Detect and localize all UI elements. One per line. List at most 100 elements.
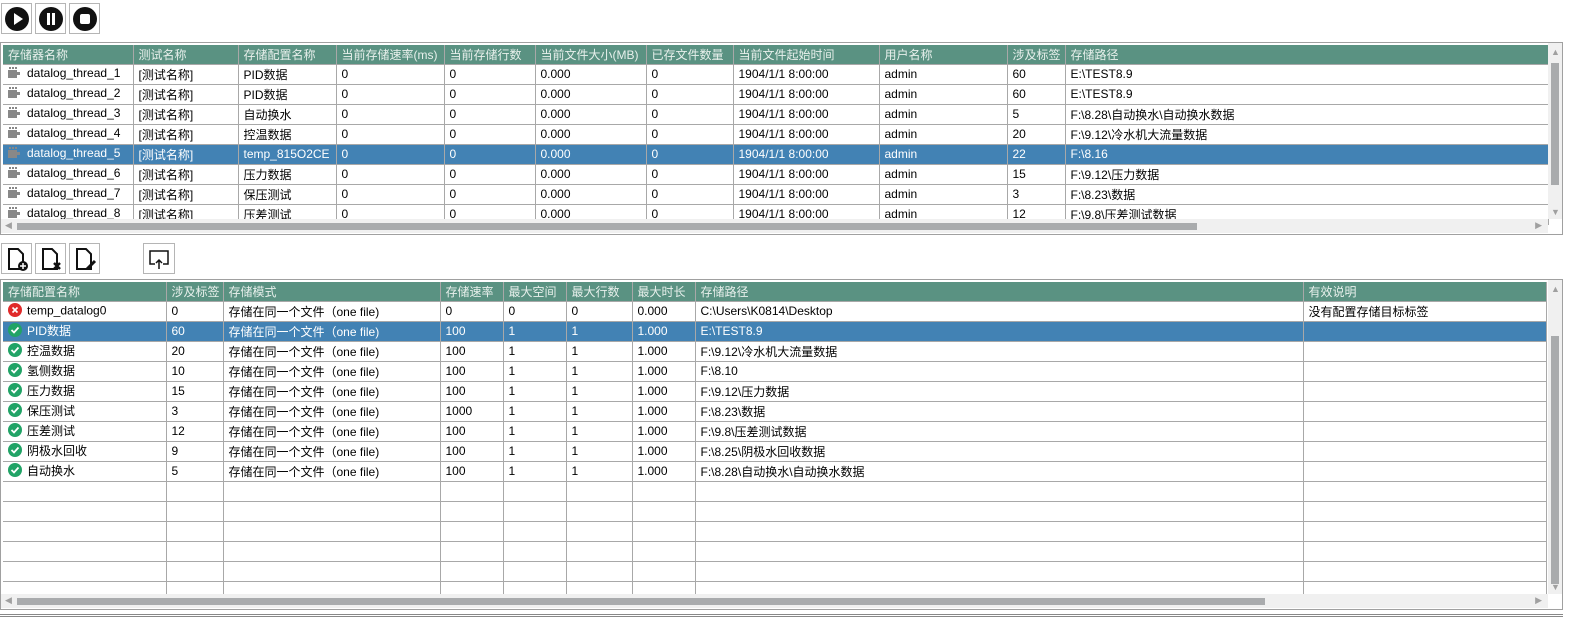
table-cell[interactable]: 20	[166, 341, 224, 362]
table-cell[interactable]: 5	[1007, 104, 1066, 125]
table-cell[interactable]: 15	[166, 381, 224, 402]
table-cell[interactable]: 0	[336, 124, 445, 145]
table-cell[interactable]: 3	[1007, 184, 1066, 205]
table-cell[interactable]: 压力数据	[238, 164, 337, 185]
table-cell[interactable]: 0	[444, 104, 536, 125]
table-cell[interactable]: PID数据	[238, 64, 337, 85]
column-header[interactable]: 用户名称	[879, 45, 1008, 65]
table-cell[interactable]: 1904/1/1 8:00:00	[733, 84, 880, 105]
table-cell[interactable]: 1.000	[632, 441, 696, 462]
table-cell[interactable]: 保压测试	[3, 401, 167, 422]
table-cell[interactable]: datalog_thread_7	[3, 184, 134, 205]
table-cell[interactable]: 0	[646, 104, 734, 125]
table-cell[interactable]: [测试名称]	[133, 84, 239, 105]
table-cell[interactable]: 存储在同一个文件（one file)	[223, 461, 441, 482]
table-cell[interactable]: 0	[503, 301, 567, 322]
table-cell[interactable]: [测试名称]	[133, 104, 239, 125]
table-cell[interactable]: F:\9.8\压差测试数据	[695, 421, 1304, 442]
table-cell[interactable]	[1303, 321, 1547, 342]
table-cell[interactable]: 1	[503, 321, 567, 342]
column-header[interactable]: 存储路径	[695, 282, 1304, 302]
table-cell[interactable]: 1.000	[632, 401, 696, 422]
table-cell[interactable]: 0.000	[535, 164, 647, 185]
table-cell[interactable]: 22	[1007, 144, 1066, 165]
table-cell[interactable]: 控温数据	[238, 124, 337, 145]
table-cell[interactable]: 0	[336, 164, 445, 185]
column-header[interactable]: 最大时长	[632, 282, 696, 302]
table-cell[interactable]: 12	[166, 421, 224, 442]
table-cell[interactable]: admin	[879, 104, 1008, 125]
threads-grid[interactable]: 存储器名称 测试名称 存储配置名称 当前存储速率(ms) 当前存储行数 当前文件大小(MB…	[0, 42, 1563, 235]
table-cell[interactable]: 0	[646, 144, 734, 165]
table-row[interactable]: datalog_thread_7 [测试名称] 保压测试 0 0 0.000 0 1904/1…	[3, 184, 1549, 205]
table-row[interactable]: datalog_thread_3 [测试名称] 自动换水 0 0 0.000 0 1904/1…	[3, 104, 1549, 125]
table-cell[interactable]: 1904/1/1 8:00:00	[733, 104, 880, 125]
configs-grid[interactable]: 存储配置名称 涉及标签 存储模式 存储速率 最大空间 最大行数 最大时长 存储路径 有效说明 te…	[0, 279, 1563, 610]
table-row[interactable]: temp_datalog0 0 存储在同一个文件（one file) 0 0 0 0.000…	[3, 301, 1547, 322]
column-header[interactable]: 涉及标签	[166, 282, 224, 302]
table-cell[interactable]: 1	[566, 341, 633, 362]
table-cell[interactable]: 1	[503, 461, 567, 482]
table-cell[interactable]: F:\8.23\数据	[695, 401, 1304, 422]
column-header[interactable]: 已存文件数量	[646, 45, 734, 65]
table-cell[interactable]: 0.000	[535, 84, 647, 105]
column-header[interactable]: 涉及标签	[1007, 45, 1066, 65]
table-cell[interactable]: 1904/1/1 8:00:00	[733, 164, 880, 185]
table-row[interactable]: 自动换水 5 存储在同一个文件（one file) 100 1 1 1.000 F:\8.28…	[3, 461, 1547, 482]
threads-vscroll[interactable]: ▲ ▼	[1548, 43, 1562, 219]
column-header[interactable]: 当前存储速率(ms)	[336, 45, 445, 65]
table-cell[interactable]: 0.000	[535, 144, 647, 165]
table-cell[interactable]: F:\8.25\阴极水回收数据	[695, 441, 1304, 462]
table-cell[interactable]: 1	[503, 381, 567, 402]
table-cell[interactable]: 60	[1007, 64, 1066, 85]
table-cell[interactable]: 0	[444, 144, 536, 165]
table-cell[interactable]: E:\TEST8.9	[1065, 84, 1549, 105]
table-cell[interactable]: datalog_thread_1	[3, 64, 134, 85]
table-cell[interactable]: 控温数据	[3, 341, 167, 362]
table-cell[interactable]: datalog_thread_4	[3, 124, 134, 145]
table-cell[interactable]: 100	[440, 321, 504, 342]
table-cell[interactable]: temp_datalog0	[3, 301, 167, 322]
table-cell[interactable]: 1000	[440, 401, 504, 422]
stop-button[interactable]	[69, 3, 100, 34]
table-cell[interactable]: 1.000	[632, 321, 696, 342]
table-cell[interactable]: 1.000	[632, 381, 696, 402]
table-cell[interactable]: 存储在同一个文件（one file)	[223, 301, 441, 322]
table-cell[interactable]: 存储在同一个文件（one file)	[223, 421, 441, 442]
table-cell[interactable]: 0	[336, 84, 445, 105]
table-row[interactable]: datalog_thread_4 [测试名称] 控温数据 0 0 0.000 0 1904/1…	[3, 124, 1549, 145]
table-cell[interactable]: 1.000	[632, 421, 696, 442]
table-cell[interactable]: 1	[503, 421, 567, 442]
column-header[interactable]: 当前文件起始时间	[733, 45, 880, 65]
column-header[interactable]: 最大空间	[503, 282, 567, 302]
table-cell[interactable]: 0	[336, 64, 445, 85]
table-cell[interactable]: 0	[444, 64, 536, 85]
column-header[interactable]: 存储器名称	[3, 45, 134, 65]
table-cell[interactable]: 存储在同一个文件（one file)	[223, 341, 441, 362]
table-cell[interactable]: 0	[336, 144, 445, 165]
table-cell[interactable]: 自动换水	[3, 461, 167, 482]
table-cell[interactable]: [测试名称]	[133, 64, 239, 85]
table-cell[interactable]: 1	[566, 401, 633, 422]
table-cell[interactable]: admin	[879, 64, 1008, 85]
table-row[interactable]: datalog_thread_6 [测试名称] 压力数据 0 0 0.000 0 1904/1…	[3, 164, 1549, 185]
table-cell[interactable]: 0	[440, 301, 504, 322]
table-cell[interactable]: admin	[879, 184, 1008, 205]
table-cell[interactable]: 存储在同一个文件（one file)	[223, 321, 441, 342]
table-cell[interactable]: 阴极水回收	[3, 441, 167, 462]
table-cell[interactable]: 1904/1/1 8:00:00	[733, 124, 880, 145]
table-cell[interactable]: 3	[166, 401, 224, 422]
table-cell[interactable]: 氢侧数据	[3, 361, 167, 382]
table-cell[interactable]: 1	[566, 461, 633, 482]
table-cell[interactable]: [测试名称]	[133, 164, 239, 185]
table-cell[interactable]: 1	[503, 361, 567, 382]
column-header[interactable]: 最大行数	[566, 282, 633, 302]
table-cell[interactable]: 1.000	[632, 461, 696, 482]
table-cell[interactable]: 自动换水	[238, 104, 337, 125]
table-cell[interactable]: 100	[440, 361, 504, 382]
table-cell[interactable]: 1	[566, 321, 633, 342]
table-cell[interactable]	[1303, 421, 1547, 442]
table-cell[interactable]: 9	[166, 441, 224, 462]
table-cell[interactable]: 0.000	[535, 124, 647, 145]
table-row[interactable]: datalog_thread_2 [测试名称] PID数据 0 0 0.000 0 1904/…	[3, 84, 1549, 105]
